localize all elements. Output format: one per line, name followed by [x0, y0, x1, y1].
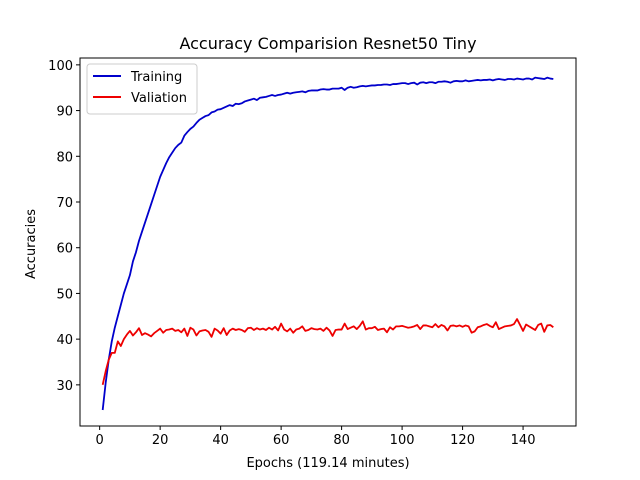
legend-label-training: Training: [130, 70, 182, 85]
chart-title: Accuracy Comparision Resnet50 Tiny: [179, 34, 476, 53]
x-tick-label: 120: [450, 433, 475, 448]
y-tick-label: 90: [56, 105, 73, 120]
y-tick-label: 100: [48, 59, 73, 74]
validation-line: [101, 318, 554, 386]
y-axis-ticks: 30 40 50 60 70 80 90 100: [48, 59, 80, 394]
legend: Training Valiation: [86, 63, 198, 115]
legend-label-validation: Valiation: [131, 91, 187, 106]
x-tick-label: 80: [333, 433, 350, 448]
plot-frame: [79, 57, 577, 427]
series-layer: [101, 76, 554, 411]
training-line: [101, 76, 554, 411]
x-tick-label: 100: [390, 433, 415, 448]
x-axis-ticks: 0 20 40 60 80 100 120 140: [96, 426, 536, 448]
y-tick-label: 40: [56, 333, 73, 348]
y-tick-label: 30: [56, 379, 73, 394]
x-tick-label: 60: [273, 433, 290, 448]
x-tick-label: 0: [96, 433, 104, 448]
x-tick-label: 20: [152, 433, 169, 448]
y-tick-label: 80: [56, 150, 73, 165]
x-tick-label: 140: [511, 433, 536, 448]
x-tick-label: 40: [212, 433, 229, 448]
y-tick-label: 60: [56, 242, 73, 257]
y-axis-label: Accuracies: [24, 209, 39, 279]
y-tick-label: 70: [56, 196, 73, 211]
x-axis-label: Epochs (119.14 minutes): [246, 456, 409, 471]
y-tick-label: 50: [56, 287, 73, 302]
